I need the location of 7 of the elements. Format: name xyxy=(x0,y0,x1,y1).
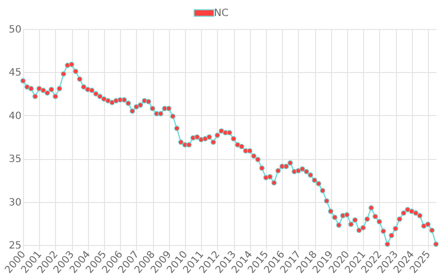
y-tick-label: 45 xyxy=(8,68,22,79)
y-tick-label: 25 xyxy=(8,240,22,252)
y-tick-label: 30 xyxy=(8,197,22,208)
y-tick-label: 35 xyxy=(8,154,22,166)
y-tick-label: 40 xyxy=(8,110,22,122)
legend-label: NC xyxy=(214,8,228,19)
y-tick-label: 50 xyxy=(8,24,22,36)
